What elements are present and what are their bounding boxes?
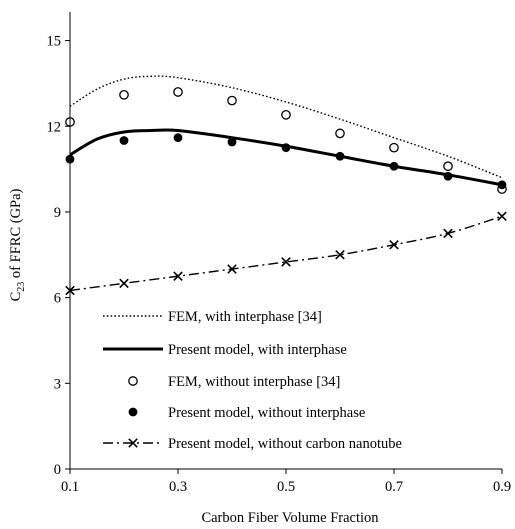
legend-label: Present model, with interphase [168, 342, 347, 358]
y-axis-label-sub: 23 [16, 282, 27, 292]
series-line-present-without-cnt [69, 215, 503, 292]
legend-label: FEM, with interphase [34] [168, 309, 322, 325]
data-point-present-without-cnt [443, 228, 453, 239]
y-tick-label: 3 [54, 376, 61, 392]
x-tick-label: 0.1 [61, 479, 79, 495]
y-tick-label: 9 [54, 205, 61, 221]
data-point-present-without-cnt [227, 264, 237, 274]
data-point-present-without-cnt [173, 271, 183, 281]
legend-item-present-without-interphase: Present model, without interphase [128, 405, 365, 421]
legend-label: Present model, without interphase [168, 405, 365, 421]
y-tick-label: 6 [54, 291, 61, 307]
data-point-fem-without-interphase [173, 87, 183, 97]
y-tick-label: 0 [54, 462, 61, 478]
y-axis-label-base: C [8, 292, 24, 302]
legend-item-fem-without-interphase: FEM, without interphase [34] [128, 374, 340, 390]
data-point-present-without-interphase [227, 137, 237, 147]
data-point-fem-without-interphase [281, 109, 291, 120]
legend-swatch [128, 407, 138, 417]
y-tick-label: 12 [47, 119, 62, 135]
y-axis-label: C23 of FFRC (GPa) [8, 188, 27, 301]
data-point-present-without-cnt [389, 240, 399, 250]
legend-swatch-marker [128, 438, 138, 448]
legend-item-fem-with-interphase: FEM, with interphase [34] [103, 309, 322, 325]
data-point-present-without-cnt [335, 250, 345, 260]
data-point-present-without-interphase [497, 180, 507, 190]
data-point-fem-without-interphase [443, 161, 453, 172]
data-point-fem-without-interphase [389, 142, 399, 153]
series-line-present-with-interphase [69, 128, 503, 187]
axes: 0 3 6 9 12 15 0.1 0.3 0.5 0.7 0.9 [47, 12, 511, 495]
x-tick-label: 0.7 [385, 479, 403, 495]
y-axis-label-rest: of FFRC (GPa) [8, 188, 24, 281]
legend-item-present-with-interphase: Present model, with interphase [103, 342, 347, 358]
data-point-present-without-interphase [389, 161, 399, 171]
data-point-fem-without-interphase [335, 128, 345, 139]
series-line-fem-with-interphase [69, 75, 503, 179]
x-axis-label: Carbon Fiber Volume Fraction [201, 510, 379, 526]
legend-swatch [128, 376, 138, 386]
x-tick-label: 0.3 [169, 479, 187, 495]
legend-item-present-without-cnt: Present model, without carbon nanotube [103, 436, 402, 452]
data-point-fem-without-interphase [227, 95, 237, 106]
data-point-present-without-interphase [443, 171, 453, 181]
plot-area [65, 75, 507, 296]
data-point-present-without-interphase [173, 133, 183, 143]
data-point-fem-without-interphase [119, 89, 129, 100]
x-tick-label: 0.5 [277, 479, 295, 495]
legend-label: Present model, without carbon nanotube [168, 436, 402, 452]
data-point-present-without-cnt [119, 278, 129, 289]
legend: FEM, with interphase [34] Present model, … [103, 309, 402, 452]
data-point-present-without-interphase [281, 143, 291, 153]
y-tick-label: 15 [47, 34, 62, 50]
data-point-present-without-interphase [335, 151, 345, 161]
data-point-present-without-cnt [497, 211, 507, 221]
data-point-present-without-interphase [119, 136, 129, 145]
x-tick-label: 0.9 [493, 479, 511, 495]
legend-label: FEM, without interphase [34] [168, 374, 340, 390]
data-point-present-without-cnt [281, 257, 291, 267]
